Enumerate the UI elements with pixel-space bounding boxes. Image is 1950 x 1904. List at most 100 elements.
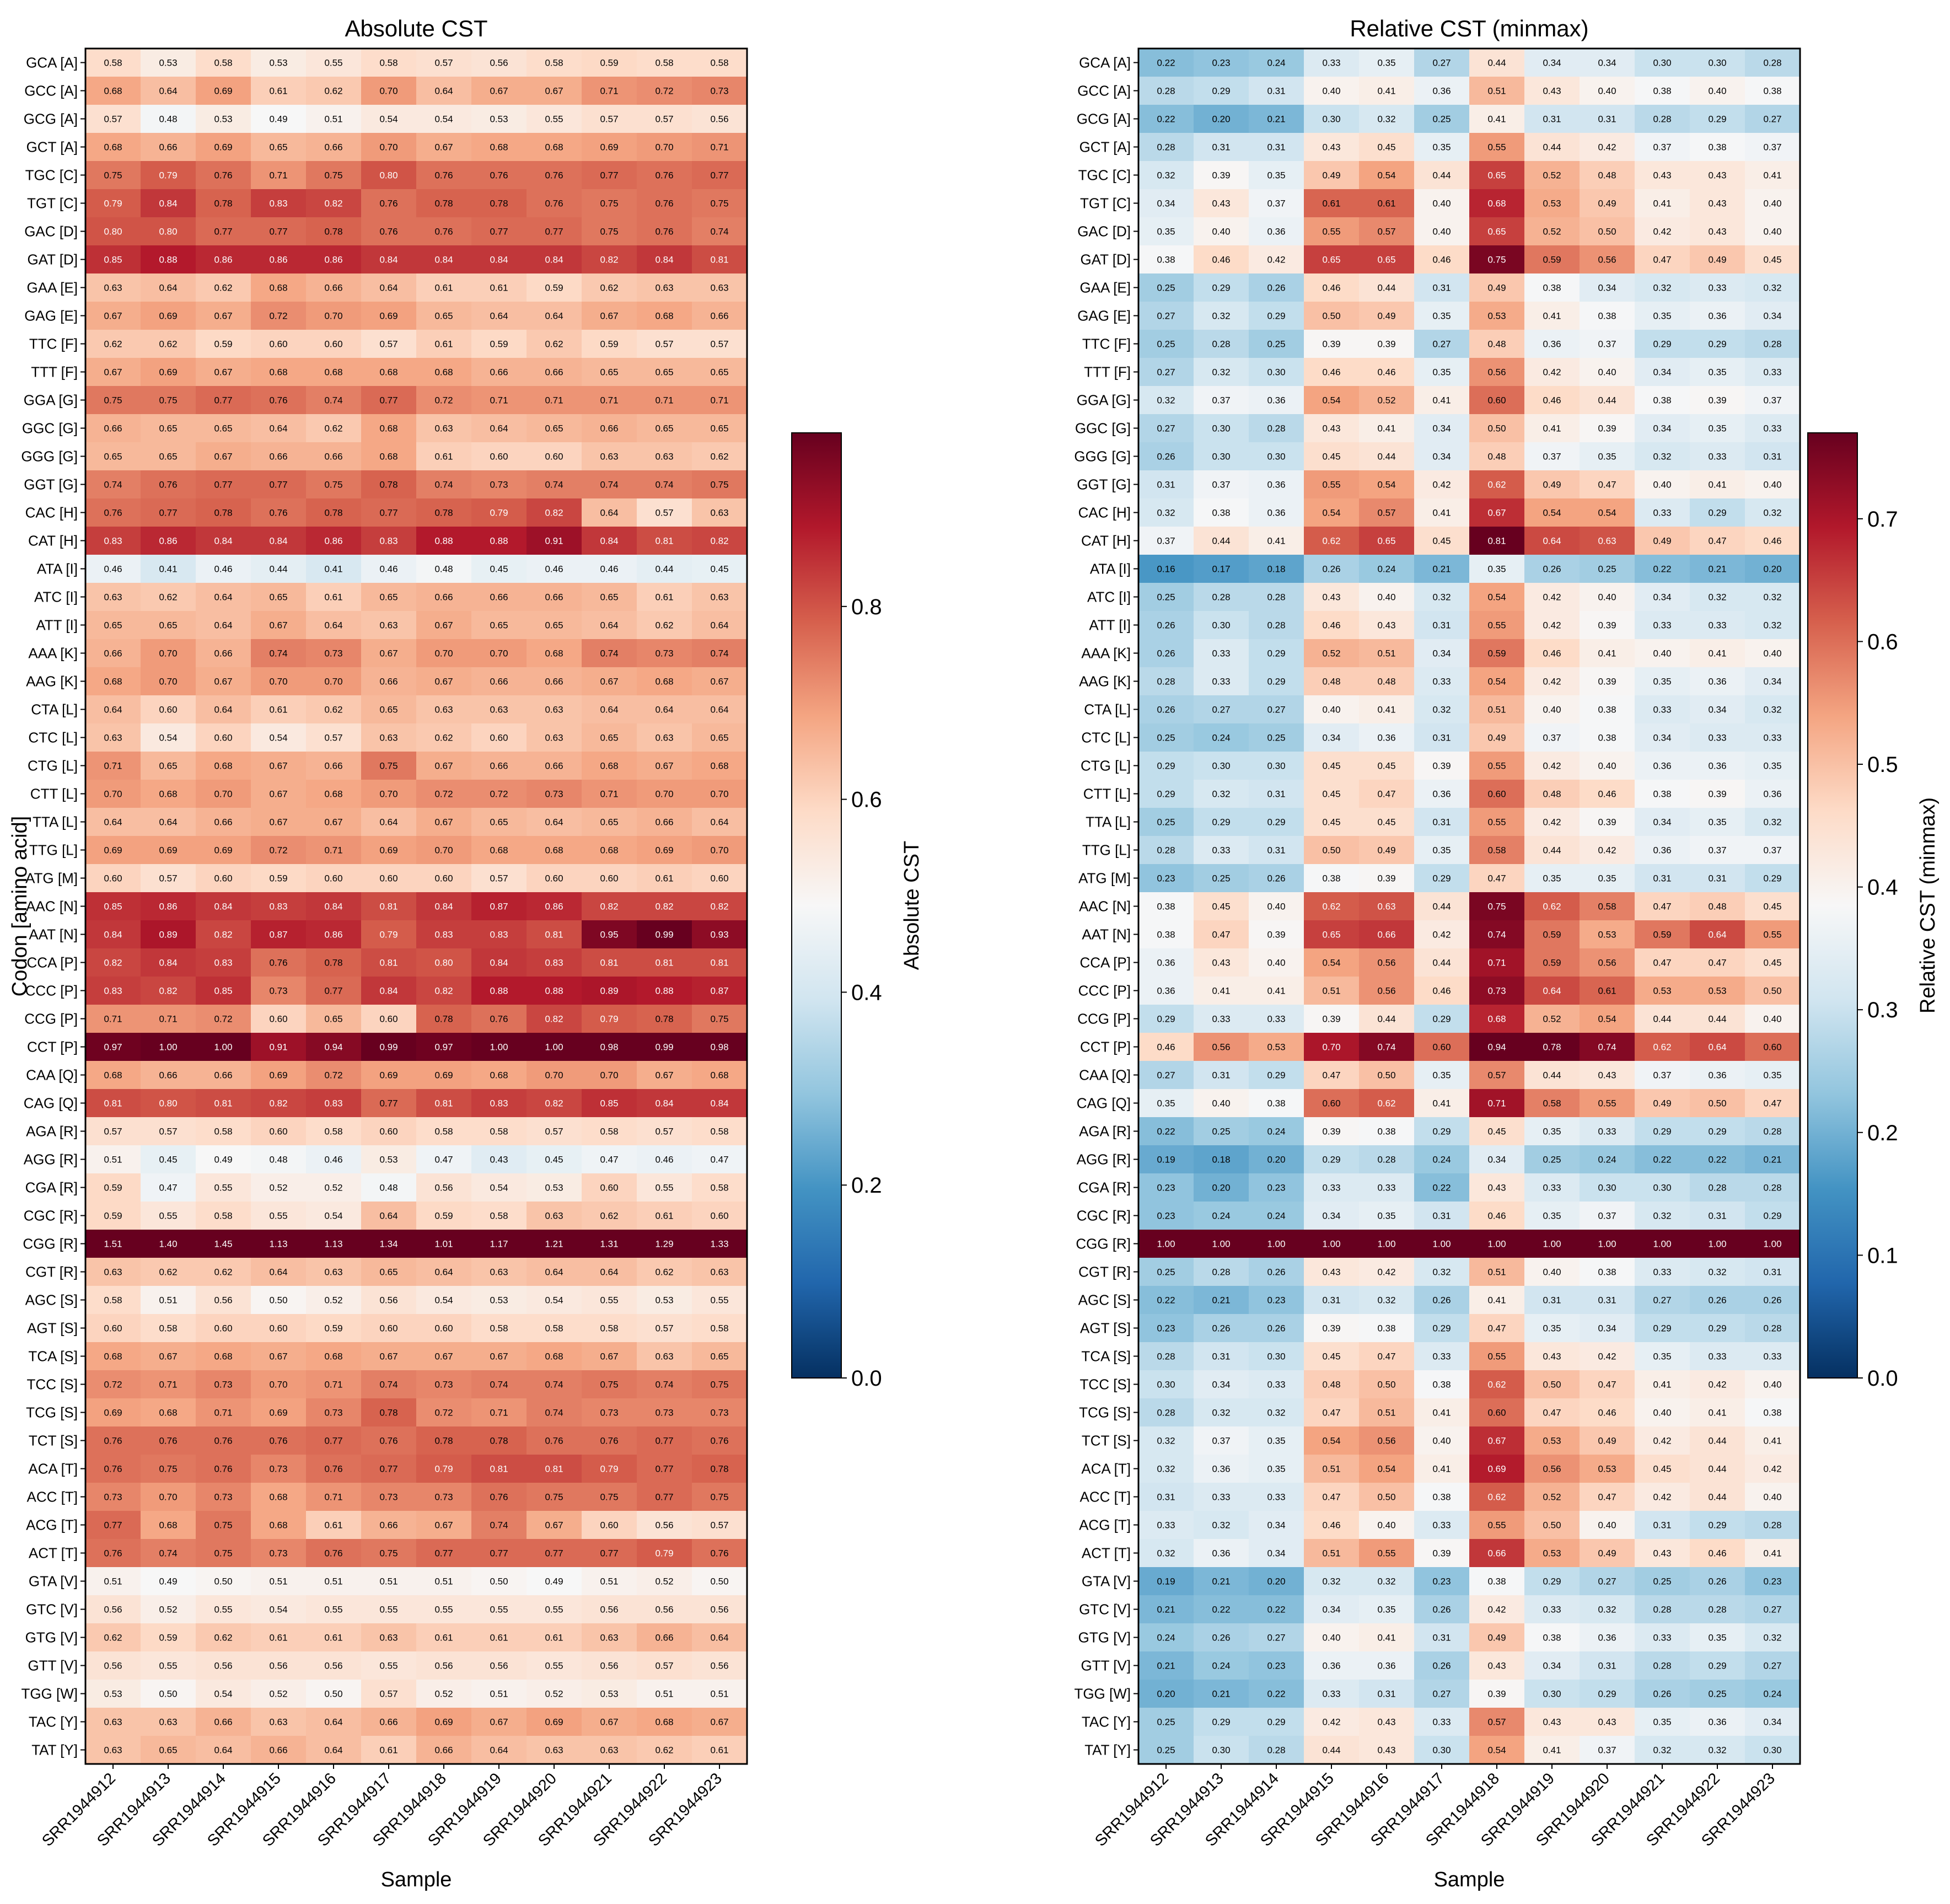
heatmap-cell: [527, 77, 582, 105]
cell-value-label: 0.47: [1653, 255, 1671, 265]
cell-value-label: 0.44: [1432, 902, 1451, 912]
cell-value-label: 0.31: [1267, 86, 1285, 96]
heatmap-cell: [471, 302, 527, 330]
cell-value-label: 0.67: [324, 817, 342, 828]
cell-value-label: 0.49: [1487, 1633, 1506, 1643]
y-tick-label: CTC [L]: [28, 730, 78, 746]
cell-value-label: 0.65: [1322, 930, 1340, 940]
cell-value-label: 0.37: [1543, 452, 1561, 462]
cell-value-label: 0.67: [214, 367, 232, 378]
cell-value-label: 0.51: [1322, 986, 1340, 996]
cell-value-label: 0.50: [1377, 1070, 1395, 1081]
cell-value-label: 0.57: [104, 114, 122, 125]
heatmap-cell: [637, 77, 692, 105]
heatmap-cell: [251, 414, 307, 443]
cell-value-label: 0.26: [1763, 1295, 1781, 1306]
cell-value-label: 1.00: [490, 1042, 508, 1053]
cell-value-label: 0.43: [1543, 86, 1561, 96]
cell-value-label: 0.69: [379, 311, 397, 321]
cell-value-label: 0.59: [490, 339, 508, 350]
heatmap-cell: [196, 49, 251, 77]
cell-value-label: 0.61: [434, 452, 453, 462]
cell-value-label: 0.29: [1267, 677, 1285, 687]
heatmap-cell: [85, 189, 141, 218]
y-tick-label: CGC [R]: [1077, 1208, 1131, 1224]
cell-value-label: 0.77: [104, 1520, 122, 1531]
cell-value-label: 0.57: [434, 58, 453, 68]
cell-value-label: 0.34: [1322, 733, 1340, 743]
cell-value-label: 0.28: [1157, 1408, 1175, 1418]
y-tick-label: CCA [P]: [27, 954, 78, 971]
cell-value-label: 0.68: [1487, 199, 1506, 209]
heatmap-cell: [196, 245, 251, 274]
y-tick-label: AGT [S]: [1080, 1320, 1131, 1337]
cell-value-label: 0.38: [1598, 733, 1616, 743]
cell-value-label: 0.61: [1377, 199, 1395, 209]
heatmap-cell: [361, 77, 417, 105]
cell-value-label: 0.66: [214, 1717, 232, 1728]
cell-value-label: 0.61: [324, 1633, 342, 1643]
cell-value-label: 0.51: [490, 1689, 508, 1699]
cell-value-label: 0.95: [600, 930, 618, 940]
heatmap-cell: [692, 105, 748, 133]
y-tick-label: TCA [S]: [28, 1348, 78, 1365]
y-tick-label: ACG [T]: [1079, 1517, 1131, 1533]
cell-value-label: 0.49: [1653, 536, 1671, 546]
cell-value-label: 0.74: [545, 1380, 563, 1390]
y-tick-label: GAT [D]: [1081, 251, 1131, 268]
cell-value-label: 0.25: [1157, 733, 1175, 743]
cell-value-label: 0.49: [545, 1576, 563, 1587]
cell-value-label: 0.60: [379, 1127, 397, 1137]
cell-value-label: 0.34: [1322, 1605, 1340, 1615]
cell-value-label: 1.51: [104, 1239, 122, 1249]
y-tick-label: AGA [R]: [26, 1123, 78, 1140]
cell-value-label: 0.33: [1598, 1127, 1616, 1137]
heatmap-cell: [416, 189, 472, 218]
heatmap-cell: [306, 161, 362, 190]
cell-value-label: 0.36: [1543, 339, 1561, 350]
cell-value-label: 0.32: [1157, 1436, 1175, 1446]
cell-value-label: 0.50: [490, 1576, 508, 1587]
cell-value-label: 0.85: [214, 986, 232, 996]
cell-value-label: 0.67: [545, 86, 563, 96]
heatmap-cell: [306, 133, 362, 162]
cell-value-label: 0.36: [1432, 789, 1451, 800]
relative-cst-minmax-x-axis-label: Sample: [1434, 1868, 1505, 1891]
heatmap-cell: [196, 302, 251, 330]
cell-value-label: 0.75: [324, 480, 342, 490]
heatmap-cell: [471, 245, 527, 274]
cell-value-label: 0.63: [545, 1745, 563, 1756]
cell-value-label: 0.77: [655, 1492, 673, 1503]
cell-value-label: 0.64: [214, 705, 232, 715]
cell-value-label: 0.18: [1267, 564, 1285, 575]
cell-value-label: 0.34: [1543, 58, 1561, 68]
heatmap-cell: [306, 330, 362, 358]
cell-value-label: 0.21: [1212, 1689, 1230, 1699]
cell-value-label: 0.24: [1267, 1127, 1285, 1137]
cell-value-label: 0.68: [379, 423, 397, 434]
cell-value-label: 0.35: [1653, 1351, 1671, 1362]
cell-value-label: 0.66: [159, 142, 177, 153]
cell-value-label: 0.94: [1487, 1042, 1506, 1053]
y-tick-label: GAT [D]: [28, 251, 78, 268]
cell-value-label: 0.68: [1487, 1014, 1506, 1025]
cell-value-label: 0.75: [600, 1380, 618, 1390]
cell-value-label: 0.33: [1653, 508, 1671, 518]
heatmap-cell: [361, 386, 417, 415]
cell-value-label: 0.81: [545, 1464, 563, 1474]
cell-value-label: 1.00: [1322, 1239, 1340, 1249]
cell-value-label: 0.55: [1487, 1520, 1506, 1531]
cell-value-label: 0.44: [655, 564, 673, 575]
cell-value-label: 0.20: [1267, 1155, 1285, 1165]
cell-value-label: 1.45: [214, 1239, 232, 1249]
cell-value-label: 0.56: [324, 1661, 342, 1671]
heatmap-cell: [251, 161, 307, 190]
cell-value-label: 0.39: [1708, 395, 1726, 406]
cell-value-label: 0.42: [1543, 677, 1561, 687]
cell-value-label: 0.30: [1212, 620, 1230, 631]
cell-value-label: 0.72: [655, 86, 673, 96]
cell-value-label: 0.40: [1653, 648, 1671, 659]
cell-value-label: 0.82: [545, 508, 563, 518]
cell-value-label: 0.63: [104, 1717, 122, 1728]
cell-value-label: 0.45: [1322, 789, 1340, 800]
